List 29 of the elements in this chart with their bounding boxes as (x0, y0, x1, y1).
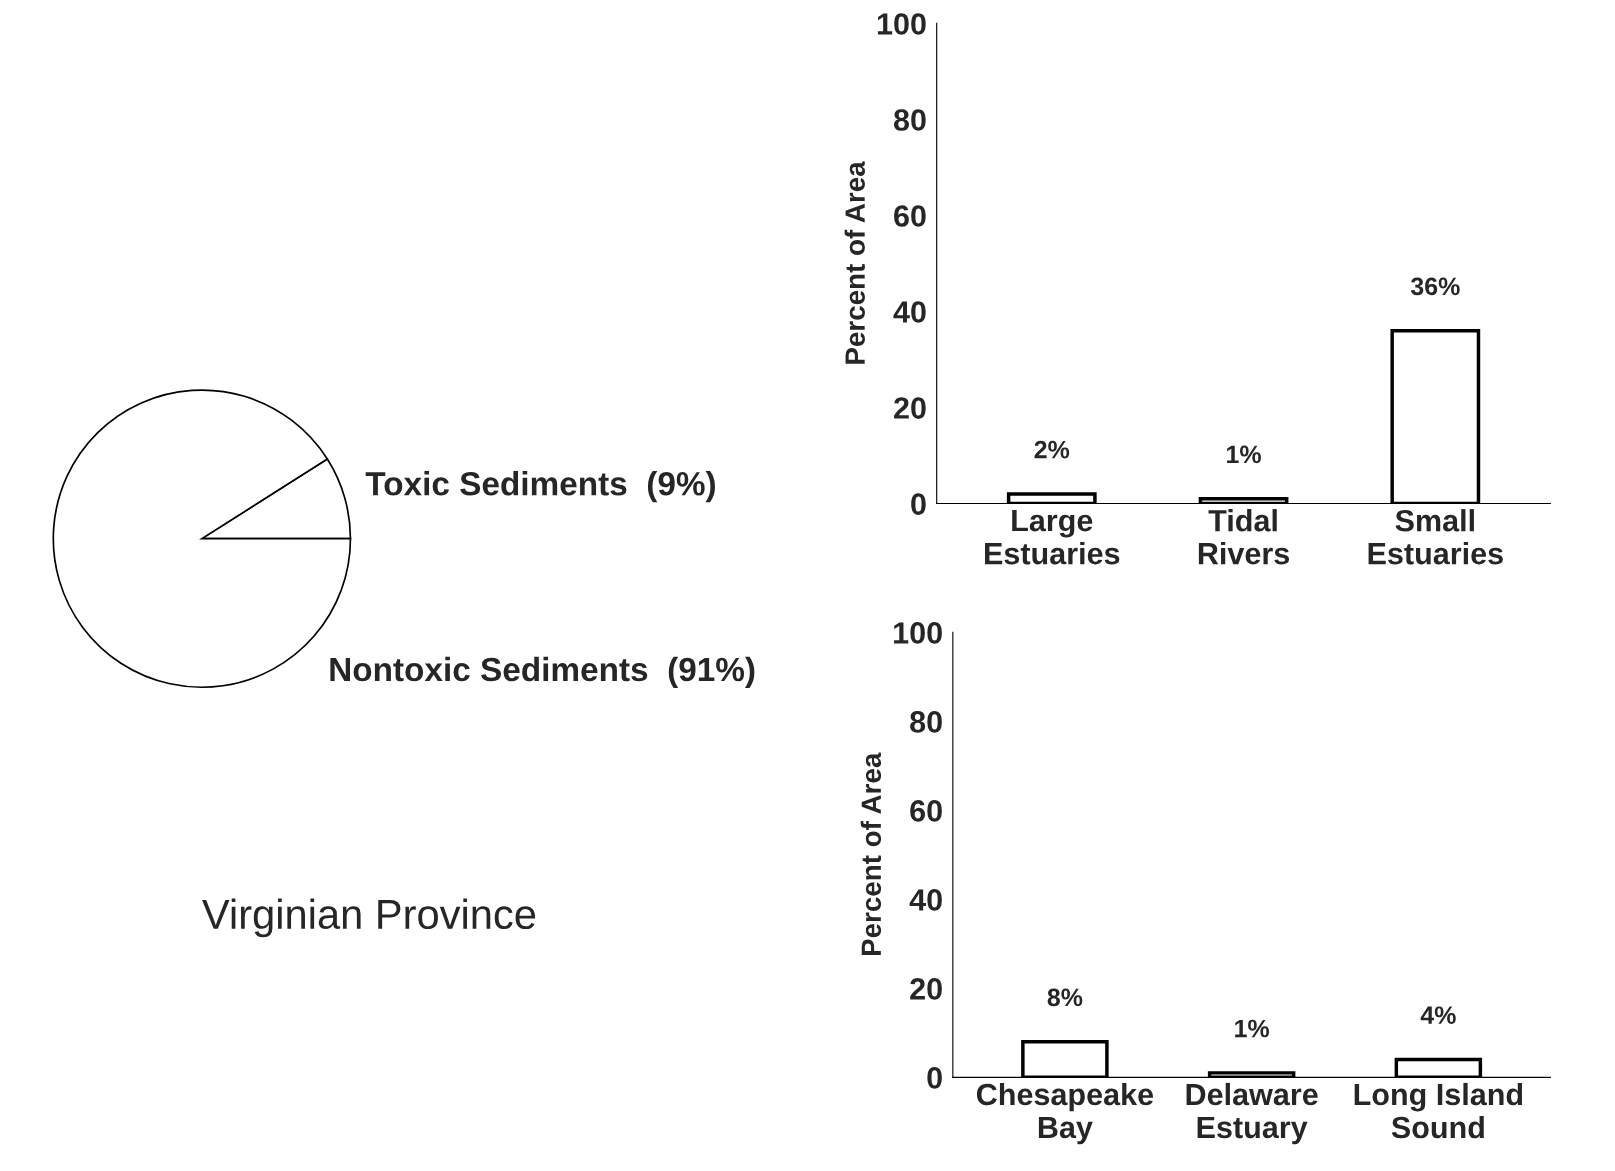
y-tick-label: 40 (893, 301, 926, 323)
y-tick-label: 60 (894, 205, 926, 227)
x-tick-label: Long Island Sound (1354, 1082, 1523, 1139)
slice-label: Nontoxic Sediments (91%) (330, 656, 755, 688)
y-tick-label: 100 (894, 622, 942, 644)
data-label: 8% (1047, 988, 1083, 1007)
y-axis-title: Percent of Area (844, 161, 865, 364)
x-tick-label: Large Estuaries (985, 510, 1120, 565)
data-label: 2% (1034, 440, 1070, 459)
y-tick-label: 60 (910, 800, 942, 822)
y-tick-label: 80 (910, 711, 942, 733)
x-tick-label: Chesapeake Bay (976, 1082, 1154, 1145)
y-tick-label: 40 (909, 889, 942, 911)
x-tick-label: Tidal Rivers (1198, 509, 1290, 565)
data-label: 4% (1420, 1006, 1456, 1024)
data-label: 1% (1235, 1019, 1270, 1038)
y-tick-label: 20 (910, 978, 942, 1000)
y-tick-label: 0 (911, 493, 926, 515)
x-tick-label: Small Estuaries (1368, 509, 1503, 565)
y-tick-label: 0 (927, 1067, 942, 1089)
y-tick-label: 100 (877, 13, 926, 35)
y-axis-title: Percent of Area (860, 752, 882, 956)
y-tick-label: 20 (894, 397, 926, 419)
slice-label: Toxic Sediments (9%) (365, 471, 715, 503)
x-tick-label: Delaware Estuary (1186, 1082, 1318, 1145)
data-label: 1% (1227, 445, 1261, 464)
y-tick-label: 80 (893, 109, 926, 131)
text: Virginian Province (202, 898, 536, 938)
data-label: 36% (1410, 277, 1460, 296)
